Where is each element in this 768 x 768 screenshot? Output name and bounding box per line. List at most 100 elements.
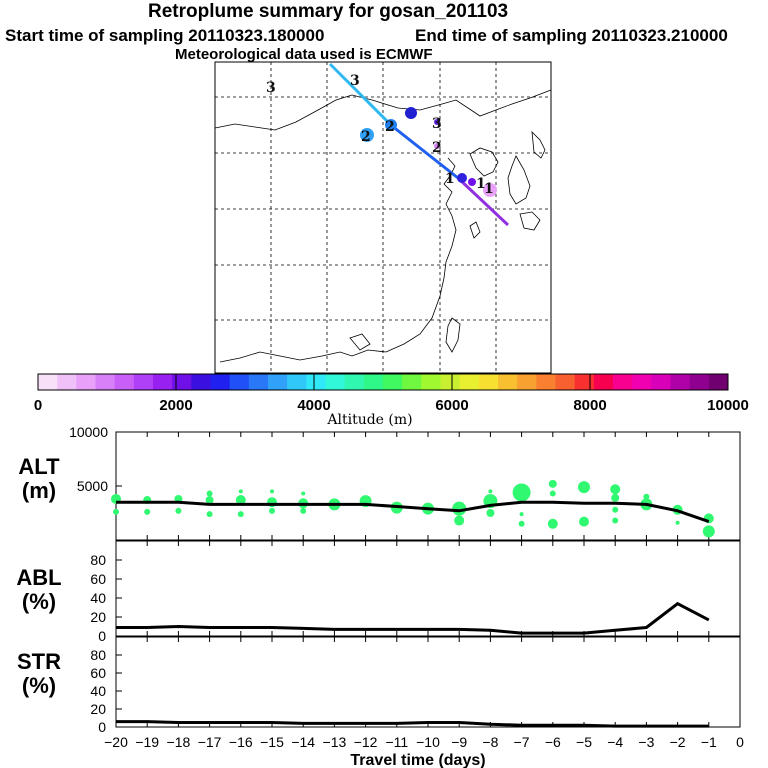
plume-bubble: [434, 119, 440, 125]
colorbar-cell: [459, 374, 480, 390]
colorbar-cell: [76, 374, 96, 390]
x-tick-label: −13: [323, 734, 347, 750]
trajectory-segment-high: [328, 62, 394, 128]
y-tick-label: 40: [90, 683, 106, 699]
altitude-bubble: [579, 516, 589, 527]
x-tick-label: −1: [701, 734, 717, 750]
colorbar-cell: [536, 374, 556, 390]
y-tick-label: 80: [90, 552, 106, 568]
colorbar-cell: [114, 374, 135, 390]
chart-title: Retroplume summary for gosan_201103: [148, 1, 509, 22]
str-label-line2: (%): [21, 673, 57, 698]
y-tick-label: 60: [90, 665, 106, 681]
altitude-bubble: [675, 520, 680, 525]
colorbar-tick-label: 6000: [435, 397, 468, 414]
series-line-str: [116, 720, 709, 728]
colorbar-cell: [229, 374, 250, 390]
alt-label-line1: ALT: [18, 454, 60, 479]
x-tick-label: −19: [135, 734, 159, 750]
plume-bubble: [360, 128, 374, 142]
map-label: 3: [432, 116, 442, 132]
altitude-bubble: [237, 511, 244, 518]
colorbar-cell: [210, 374, 231, 390]
altitude-bubble: [206, 490, 213, 497]
colorbar-cell: [172, 374, 192, 390]
colorbar-cell: [57, 374, 77, 390]
end-time-label: End time of sampling 20110323.210000: [415, 26, 728, 45]
x-tick-label: −11: [385, 734, 408, 750]
colorbar-cell: [363, 374, 384, 390]
alt-label-line2: (m): [21, 478, 57, 503]
colorbar-tick-label: 2000: [159, 397, 192, 414]
colorbar-cell: [689, 374, 710, 390]
altitude-bubble: [702, 525, 715, 538]
plume-bubble: [405, 107, 417, 119]
plume-bubble: [385, 119, 397, 131]
y-tick-label: 60: [90, 571, 106, 587]
y-tick-label: 40: [90, 590, 106, 606]
x-tick-label: −6: [545, 734, 561, 750]
coastline: [214, 89, 552, 363]
altitude-bubble: [113, 508, 119, 515]
colorbar-cell: [268, 374, 288, 390]
altitude-bubble: [270, 489, 274, 494]
y-tick-label: 20: [90, 701, 106, 717]
x-tick-label: −15: [260, 734, 284, 750]
colorbar-cell: [478, 374, 499, 390]
y-tick-label: 10000: [69, 424, 108, 440]
trajectory-segment-low: [456, 176, 510, 227]
colorbar-cell: [613, 374, 633, 390]
map-label: 1: [476, 176, 486, 192]
altitude-bubble: [269, 507, 275, 514]
altitude-bubble: [643, 493, 650, 500]
altitude-bubble: [549, 490, 556, 497]
trajectory-segment-mid: [391, 124, 459, 180]
map-label: 1: [445, 171, 455, 187]
colorbar-cell: [344, 374, 365, 390]
abl-label-line2: (%): [21, 589, 57, 614]
altitude-bubble: [206, 511, 213, 518]
altitude-bubble: [205, 496, 214, 505]
start-time-label: Start time of sampling 20110323.180000: [5, 26, 325, 45]
altitude-bubble: [175, 507, 182, 514]
colorbar-cell: [153, 374, 173, 390]
colorbar-tick-label: 8000: [573, 397, 606, 414]
map-grid: [215, 62, 551, 373]
plume-bubble: [483, 183, 497, 197]
altitude-bubble: [454, 515, 465, 526]
colorbar-cell: [651, 374, 671, 390]
map-label: 2: [432, 140, 442, 156]
colorbar-cell: [287, 374, 307, 390]
colorbar-cell: [555, 374, 576, 390]
colorbar-cell: [402, 374, 422, 390]
colorbar-cell: [708, 374, 729, 390]
altitude-bubble: [512, 483, 531, 502]
colorbar-cell: [306, 374, 326, 390]
map-label: 2: [361, 129, 371, 145]
altitude-bubble: [301, 491, 306, 496]
plume-bubble: [434, 143, 440, 149]
alt-axis-label: ALT (m): [4, 455, 74, 503]
colorbar-cell: [593, 374, 614, 390]
colorbar-cell: [248, 374, 269, 390]
altitude-bubble: [235, 495, 246, 506]
x-tick-label: −10: [416, 734, 440, 750]
abl-axis-label: ABL (%): [4, 566, 74, 614]
altitude-bubble: [518, 520, 525, 527]
y-tick-label: 0: [98, 719, 106, 735]
y-tick-label: 80: [90, 647, 106, 663]
series-line-abl: [116, 601, 710, 635]
x-tick-label: −17: [198, 734, 222, 750]
plume-bubble: [468, 178, 476, 186]
x-tick-label: 0: [736, 734, 744, 750]
colorbar-cell: [517, 374, 537, 390]
altitude-bubble: [238, 489, 243, 494]
colorbar-cell: [632, 374, 652, 390]
colorbar-tick-label: 4000: [297, 397, 330, 414]
y-tick-label: 20: [90, 609, 106, 625]
str-label-line1: STR: [17, 649, 61, 674]
panel-frame-abl: [115, 540, 741, 637]
series-line-alt: [116, 500, 710, 524]
